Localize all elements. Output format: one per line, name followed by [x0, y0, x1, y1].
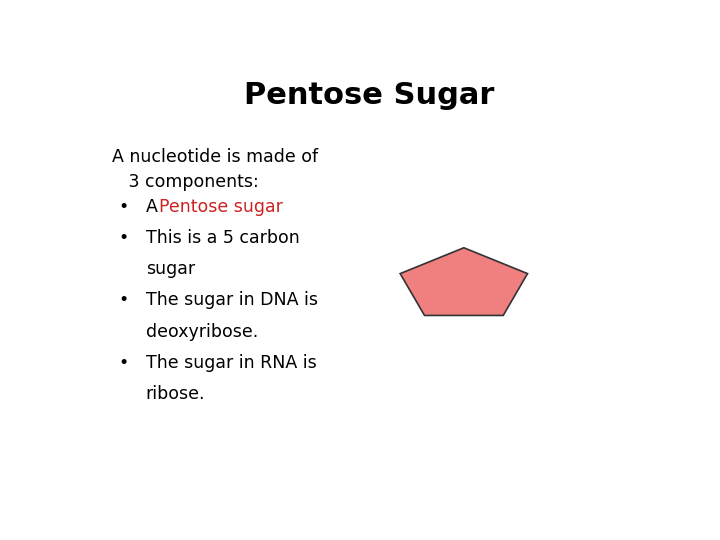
Text: This is a 5 carbon: This is a 5 carbon	[145, 229, 300, 247]
Text: A: A	[145, 198, 163, 216]
Text: 3 components:: 3 components:	[112, 173, 259, 191]
Text: The sugar in DNA is: The sugar in DNA is	[145, 292, 318, 309]
Text: •: •	[118, 198, 128, 216]
Text: A nucleotide is made of: A nucleotide is made of	[112, 148, 318, 166]
Text: sugar: sugar	[145, 260, 195, 278]
Text: Pentose Sugar: Pentose Sugar	[244, 82, 494, 111]
Text: •: •	[118, 292, 128, 309]
Text: Pentose sugar: Pentose sugar	[159, 198, 283, 216]
Text: deoxyribose.: deoxyribose.	[145, 322, 258, 341]
Text: •: •	[118, 229, 128, 247]
Text: ribose.: ribose.	[145, 385, 205, 403]
Text: The sugar in RNA is: The sugar in RNA is	[145, 354, 317, 372]
Polygon shape	[400, 248, 528, 315]
Text: •: •	[118, 354, 128, 372]
